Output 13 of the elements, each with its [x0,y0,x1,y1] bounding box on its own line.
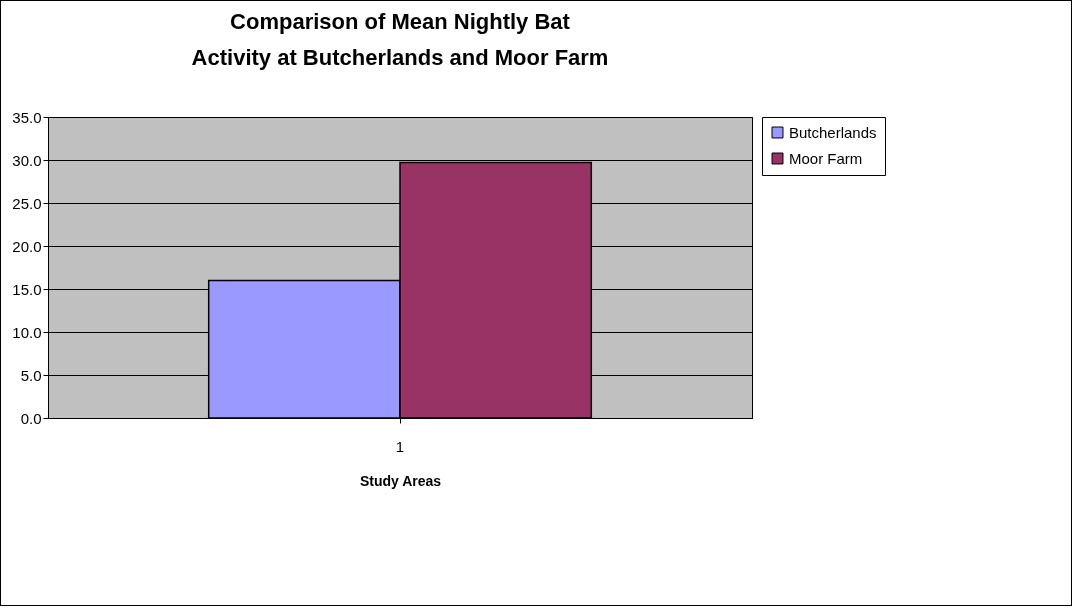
y-tick-label: 0.0 [20,409,42,427]
x-tick-label: 1 [395,437,405,455]
chart-title: Comparison of Mean Nightly Bat Activity at Butcherlands and Moor Farm [191,9,609,70]
y-tick-label: 10.0 [12,323,42,341]
y-tick-label: 25.0 [12,194,42,212]
y-tick-label: 15.0 [12,280,42,298]
y-tick-label: 30.0 [12,151,42,169]
y-tick-label: 20.0 [12,237,42,255]
x-axis-title: Study Areas [359,472,442,489]
legend-label: Butcherlands [789,123,877,141]
y-tick-label: 5.0 [20,366,42,384]
legend-label: Moor Farm [789,149,863,167]
y-tick-label: 35.0 [12,108,42,126]
